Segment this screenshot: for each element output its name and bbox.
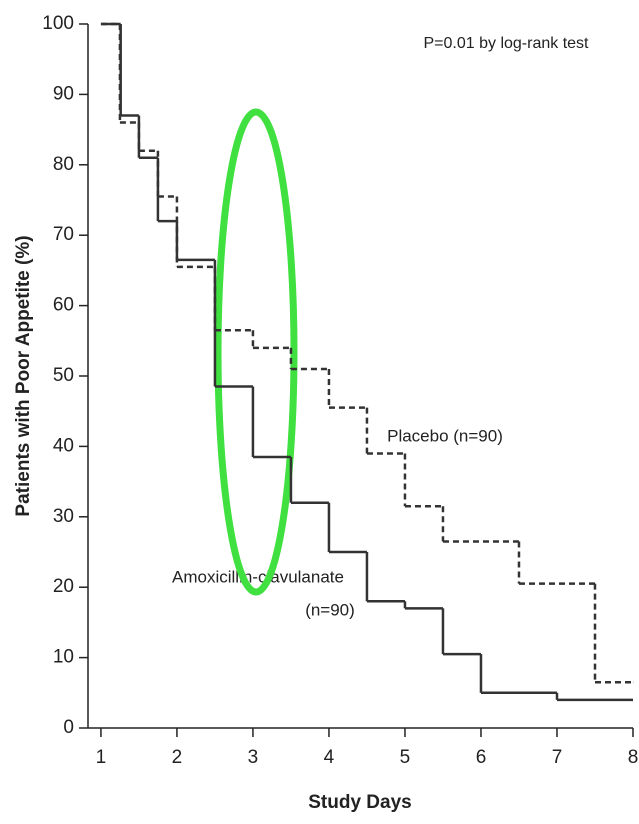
annotation: Amoxicillin-clavulanate	[172, 567, 344, 586]
y-tick-label: 40	[53, 435, 74, 456]
y-tick-label: 60	[53, 295, 74, 316]
y-tick-label: 80	[53, 154, 74, 175]
highlight-ellipse	[214, 108, 298, 596]
y-tick-label: 100	[42, 13, 74, 34]
y-tick-label: 70	[53, 224, 74, 245]
x-tick-label: 4	[324, 747, 335, 768]
x-axis-label: Study Days	[308, 792, 411, 813]
y-tick-label: 20	[53, 576, 74, 597]
y-tick-label: 0	[63, 717, 74, 738]
annotation: (n=90)	[305, 600, 355, 619]
annotation: P=0.01 by log-rank test	[424, 35, 590, 52]
x-tick-label: 8	[628, 747, 639, 768]
y-tick-label: 50	[53, 365, 74, 386]
y-tick-label: 30	[53, 506, 74, 527]
x-tick-label: 5	[400, 747, 411, 768]
y-tick-label: 10	[53, 647, 74, 668]
x-tick-label: 3	[248, 747, 259, 768]
y-axis-label: Patients with Poor Appetite (%)	[13, 235, 34, 516]
y-tick-label: 90	[53, 83, 74, 104]
x-tick-label: 6	[476, 747, 487, 768]
annotation: Placebo (n=90)	[387, 426, 503, 445]
x-tick-label: 2	[172, 747, 183, 768]
x-tick-label: 7	[552, 747, 563, 768]
x-tick-label: 1	[96, 747, 107, 768]
